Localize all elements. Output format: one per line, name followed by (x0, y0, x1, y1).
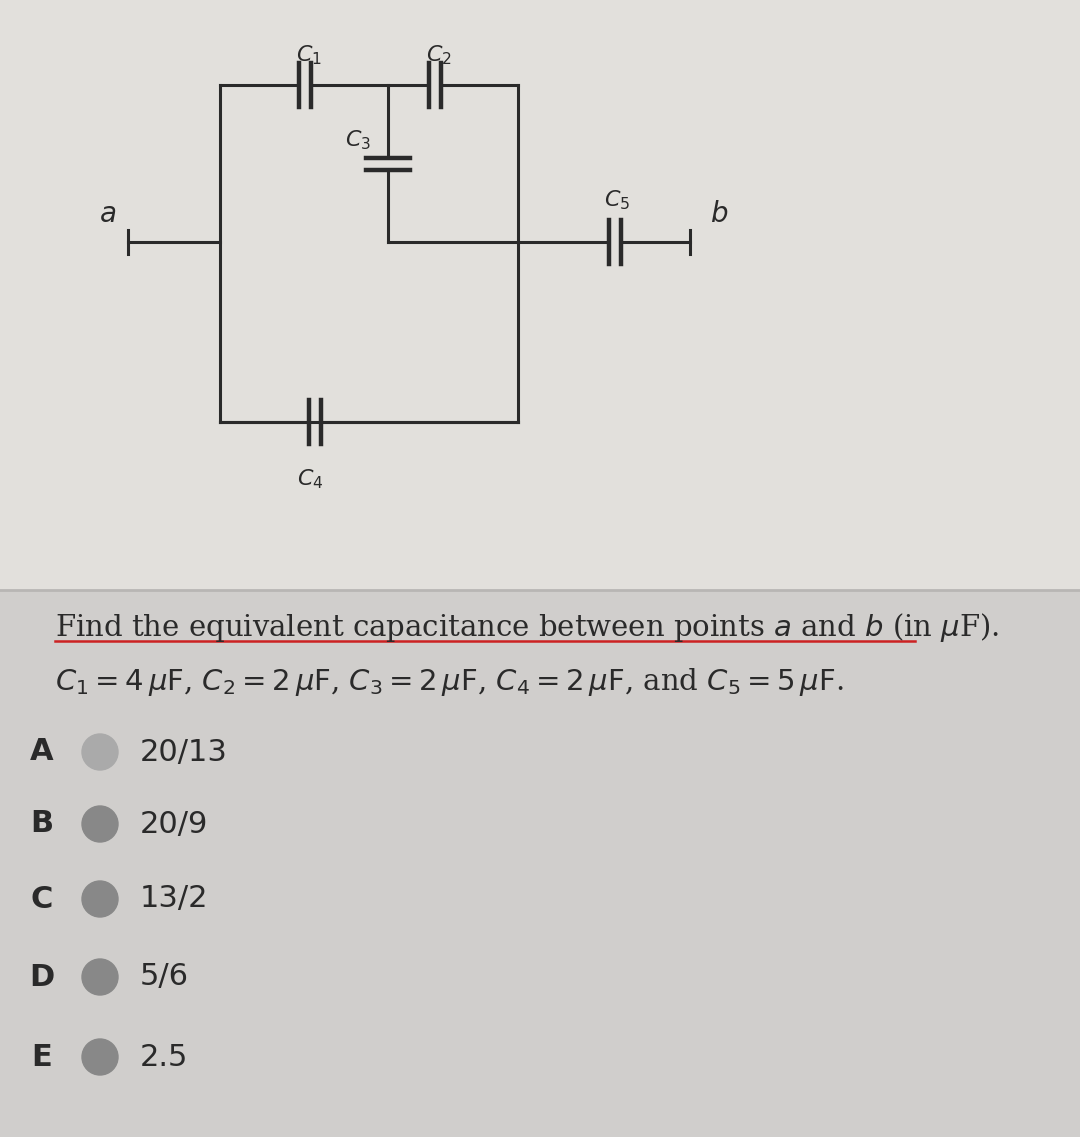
Bar (0, 590, 1080, 1137)
Circle shape (82, 881, 118, 918)
Circle shape (82, 958, 118, 995)
Text: C: C (31, 885, 53, 913)
Text: D: D (29, 963, 55, 991)
Text: 13/2: 13/2 (140, 885, 208, 913)
Text: $C_1=4\,\mu\mathrm{F}$, $C_2=2\,\mu\mathrm{F}$, $C_3=2\,\mu\mathrm{F}$, $C_4=2\,: $C_1=4\,\mu\mathrm{F}$, $C_2=2\,\mu\math… (55, 666, 843, 698)
Bar (0, 0, 1080, 590)
Text: $C_4$: $C_4$ (297, 467, 323, 490)
Text: 2.5: 2.5 (140, 1043, 188, 1071)
Text: 20/9: 20/9 (140, 810, 208, 838)
Text: $a$: $a$ (99, 200, 116, 227)
Circle shape (82, 735, 118, 770)
Text: A: A (30, 738, 54, 766)
Text: $b$: $b$ (710, 200, 728, 227)
Text: 5/6: 5/6 (140, 963, 189, 991)
Text: $C_2$: $C_2$ (427, 43, 451, 67)
Text: B: B (30, 810, 54, 838)
Text: Find the equivalent capacitance between points $a$ and $b$ (in $\mu$F).: Find the equivalent capacitance between … (55, 611, 999, 644)
Text: $C_1$: $C_1$ (296, 43, 322, 67)
Circle shape (82, 806, 118, 843)
Text: $C_3$: $C_3$ (345, 128, 372, 152)
Text: $C_5$: $C_5$ (604, 189, 630, 211)
Text: E: E (31, 1043, 52, 1071)
Circle shape (82, 1039, 118, 1074)
Text: 20/13: 20/13 (140, 738, 228, 766)
